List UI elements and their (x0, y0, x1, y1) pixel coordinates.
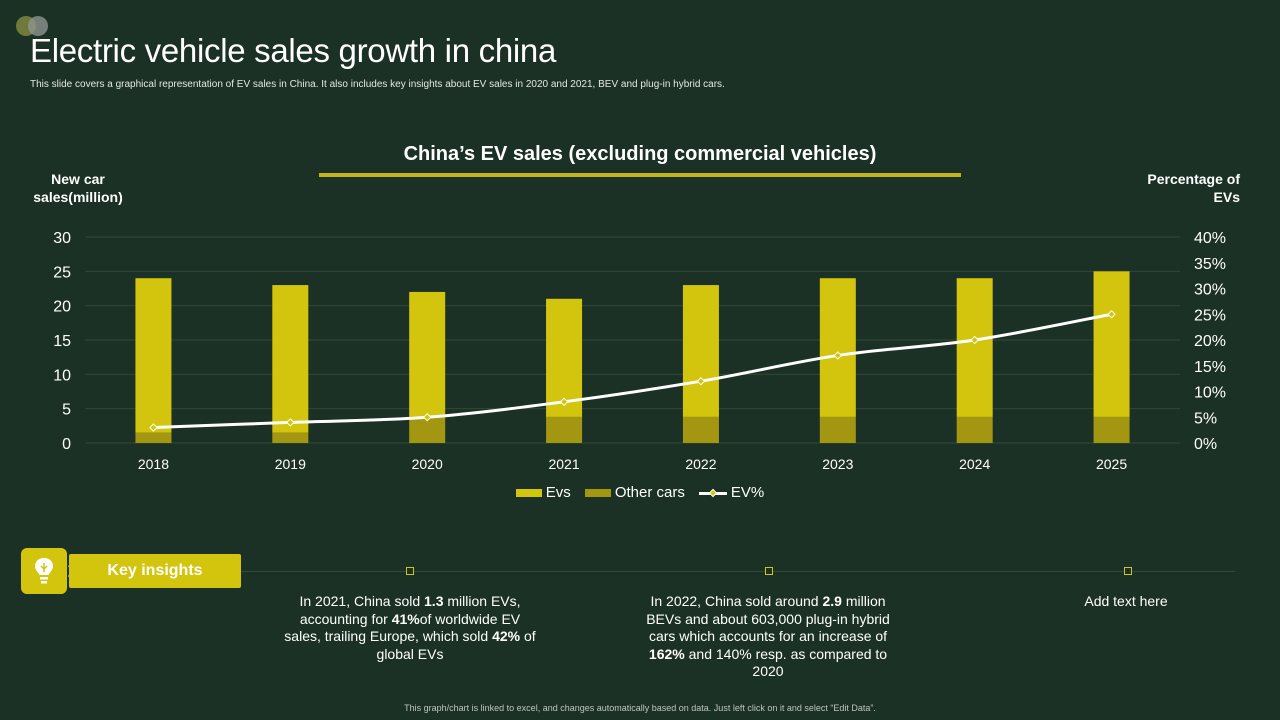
insight-1-part-1: In 2021, China sold (299, 593, 425, 609)
bar-evs-2021[interactable] (546, 298, 583, 417)
y-tick-label: 5 (62, 402, 71, 419)
x-tick-label-2019: 2019 (275, 456, 306, 472)
bar-evs-2019[interactable] (272, 285, 309, 433)
bar-other-cars-2019[interactable] (272, 432, 309, 443)
bar-other-cars-2023[interactable] (819, 416, 856, 443)
y2-tick-label: 10% (1194, 385, 1226, 402)
bar-evs-2020[interactable] (409, 291, 446, 417)
y2-tick-label: 40% (1194, 230, 1226, 247)
y2-tick-label: 30% (1194, 282, 1226, 299)
insight-2-part-2: 2.9 (822, 593, 842, 609)
insight-1-part-5: of worldwide EV sales, trailing Europe, … (284, 610, 521, 645)
insight-2-part-1: In 2022, China sold around (650, 593, 823, 609)
insight-2-part-5: and 140% resp. as compared to 2020 (684, 645, 888, 680)
x-axis-ticks: 2018 2019 2020 2021 2022 2023 2024 2025 (138, 456, 1127, 472)
logo (16, 16, 52, 36)
insight-marker-2 (765, 567, 773, 575)
y2-axis-ticks: 0% 5% 10% 15% 20% 25% 30% 35% 40% (1194, 230, 1226, 453)
y2-tick-label: 15% (1194, 359, 1226, 376)
x-tick-label-2023: 2023 (822, 456, 853, 472)
y-axis-title: New car sales(million) (33, 171, 123, 205)
y2-axis-title: Percentage of EVs (1147, 171, 1240, 205)
legend-swatch-ev-percent (698, 486, 727, 500)
insight-1-part-6: 42% (492, 628, 521, 644)
ev-percent-point-2018[interactable] (149, 423, 158, 432)
bar-evs-2022[interactable] (682, 285, 719, 417)
ev-percent-point-2025[interactable] (1107, 310, 1116, 319)
chart-legend[interactable]: Evs Other cars EV% (0, 484, 1280, 501)
slide-title: Electric vehicle sales growth in china (30, 32, 557, 69)
insight-2-part-4: 162% (648, 645, 685, 662)
bar-other-cars-2018[interactable] (135, 432, 172, 443)
ev-percent-point-2024[interactable] (970, 335, 979, 345)
insight-2-part-3: million BEVs and about 603,000 plug-in h… (646, 593, 890, 644)
legend-swatch-evs (515, 488, 542, 497)
insight-1-part-7: of global EVs (376, 628, 536, 662)
y2-tick-label: 20% (1194, 333, 1226, 350)
x-tick-label-2020: 2020 (412, 456, 443, 472)
slide-footer: This graph/chart is linked to excel, and… (404, 703, 876, 713)
insight-1-part-2: 1.3 (424, 593, 444, 609)
y-tick-label: 25 (53, 264, 71, 281)
bar-other-cars-2025[interactable] (1093, 416, 1130, 443)
insight-1-part-3: million EVs, accounting for (299, 593, 521, 627)
x-tick-label-2022: 2022 (685, 456, 716, 472)
bar-evs-2024[interactable] (956, 278, 993, 417)
x-tick-label-2024: 2024 (959, 456, 990, 472)
insight-marker-1 (406, 567, 414, 575)
x-tick-label-2021: 2021 (548, 456, 579, 472)
y-tick-label: 30 (53, 230, 71, 247)
ev-percent-point-2019[interactable] (286, 418, 295, 427)
bar-other-cars-2024[interactable] (956, 416, 993, 443)
y2-tick-label: 5% (1194, 410, 1217, 427)
y2-tick-label: 35% (1194, 256, 1226, 273)
bar-evs-2018[interactable] (135, 278, 172, 433)
x-tick-label-2018: 2018 (138, 456, 169, 472)
insight-text-placeholder[interactable]: Add text here (996, 593, 1256, 611)
y-axis-ticks: 0 5 10 15 20 25 30 (53, 230, 71, 453)
ev-percent-point-2020[interactable] (422, 413, 432, 422)
logo-circle-light (28, 16, 48, 36)
insight-text-2022: In 2022, China sold around 2.9 million B… (638, 593, 898, 681)
insight-1-part-4: 41% (391, 610, 420, 627)
bar-evs-2025[interactable] (1093, 271, 1130, 417)
lightbulb-icon (21, 548, 67, 594)
legend-item-other-cars[interactable]: Other cars (584, 484, 685, 501)
y2-tick-label: 0% (1194, 436, 1217, 453)
y-tick-label: 0 (62, 436, 71, 453)
slide-subtitle: This slide covers a graphical representa… (30, 79, 725, 90)
y-tick-label: 10 (53, 367, 71, 384)
bar-other-cars-2021[interactable] (546, 416, 583, 443)
insight-marker-3 (1124, 567, 1132, 575)
y-tick-label: 20 (53, 299, 71, 316)
ev-percent-point-2021[interactable] (559, 397, 569, 407)
ev-percent-point-2023[interactable] (833, 351, 843, 360)
chart-gridlines (85, 236, 1180, 444)
legend-item-ev-percent[interactable]: EV% (698, 484, 765, 501)
legend-label-ev-percent: EV% (730, 484, 765, 501)
bar-evs-2023[interactable] (819, 278, 856, 417)
chart-title: China’s EV sales (excluding commercial v… (403, 143, 877, 165)
chart-title-underline (319, 173, 961, 177)
chart-bars[interactable] (135, 271, 1130, 443)
ev-percent-point-2022[interactable] (696, 376, 706, 386)
ev-percent-line[interactable] (153, 312, 1112, 430)
x-tick-label-2025: 2025 (1096, 456, 1127, 472)
y-tick-label: 15 (53, 333, 71, 350)
y2-tick-label: 25% (1194, 307, 1226, 324)
bar-other-cars-2022[interactable] (682, 416, 719, 443)
legend-label-evs: Evs (545, 484, 571, 501)
insights-divider (70, 571, 1235, 572)
insight-text-2021: In 2021, China sold 1.3 million EVs, acc… (280, 593, 540, 663)
chart-ev-percent-line[interactable] (149, 310, 1116, 432)
legend-swatch-other-cars (584, 488, 611, 497)
insights-label: Key insights (69, 554, 241, 588)
legend-item-evs[interactable]: Evs (515, 484, 571, 501)
insight-3-part-1: Add text here (1084, 593, 1168, 609)
legend-label-other-cars: Other cars (614, 484, 685, 501)
